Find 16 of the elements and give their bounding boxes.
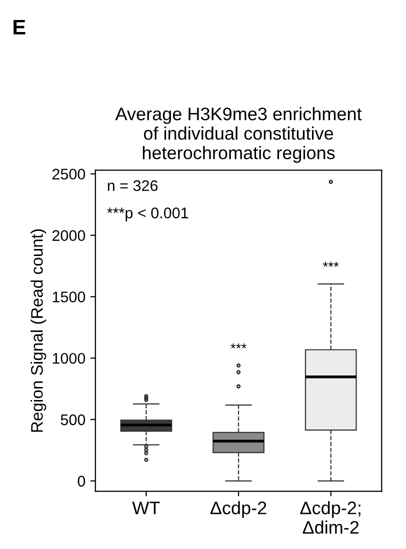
y-tick-label: 2000 bbox=[52, 230, 86, 241]
y-tick-label: 500 bbox=[60, 414, 86, 426]
annotation: *** bbox=[230, 343, 246, 348]
annotation: n = 326 bbox=[108, 180, 158, 192]
text: E bbox=[14, 20, 26, 34]
y-tick-label: 1000 bbox=[52, 352, 86, 364]
y-tick-label: 1500 bbox=[52, 292, 86, 302]
annotation: *** bbox=[322, 262, 339, 267]
x-tick-label: Δcdp-2; Δdim-2 bbox=[300, 501, 360, 534]
y-tick-label: 2500 bbox=[52, 168, 86, 180]
annotation: ***p < 0.001 bbox=[107, 208, 188, 222]
y-axis-title: Region Signal (Read count) bbox=[30, 229, 46, 432]
x-tick-label: Δcdp-2 bbox=[210, 501, 266, 518]
x-tick-label: WT bbox=[132, 502, 160, 514]
y-tick-label: 0 bbox=[78, 476, 86, 487]
chart-title: Average H3K9me3 enrichment of individual constitutive heterochromatic regions bbox=[115, 107, 362, 163]
